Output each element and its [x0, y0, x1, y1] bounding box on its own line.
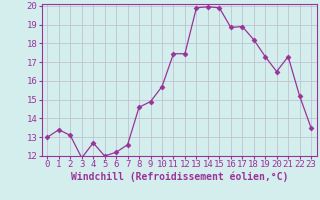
X-axis label: Windchill (Refroidissement éolien,°C): Windchill (Refroidissement éolien,°C): [70, 172, 288, 182]
